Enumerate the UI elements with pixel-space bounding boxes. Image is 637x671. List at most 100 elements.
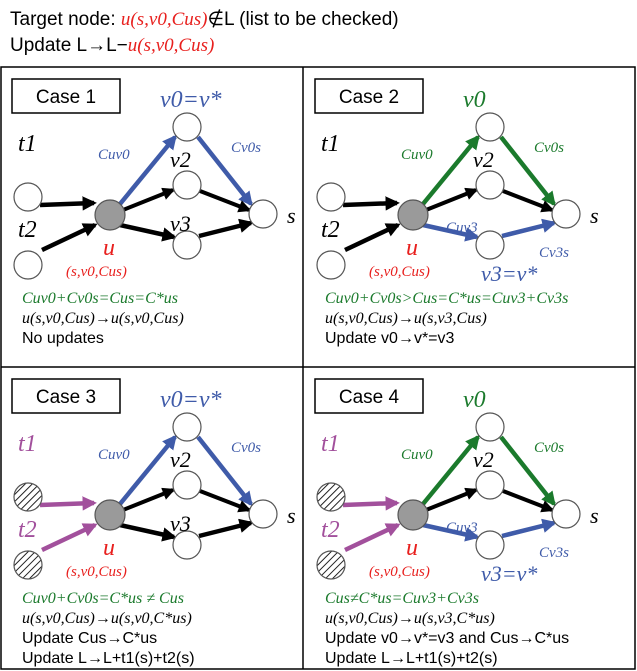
case1-label-cuv0: Cuv0 xyxy=(98,147,130,163)
case4-edge-t2-u xyxy=(344,522,401,553)
case3-edge-u-v3 xyxy=(119,522,177,542)
case2-node-v3 xyxy=(475,230,505,260)
header-target-notin: ∉L (list to be checked) xyxy=(207,9,399,30)
case1-cond-line-3: No updates xyxy=(22,330,104,347)
case3-cond-line-1: Cuv0+Cv0s=C*us ≠ Cus xyxy=(22,590,184,607)
case3-node-v2 xyxy=(172,470,202,500)
case4-cond-line-1: Cus≠C*us=Cuv3+Cv3s xyxy=(325,590,479,607)
case3-node-t1 xyxy=(13,482,43,512)
case3-label-top-node: v0=v* xyxy=(160,387,222,413)
case4-label-cv0s: Cv0s xyxy=(534,440,564,456)
case1-label-cv0s: Cv0s xyxy=(231,140,261,156)
case3-label-bottom-node: v3 xyxy=(170,511,191,536)
case3-label-u: u xyxy=(103,535,115,561)
header-update-node: u(s,v0,Cus) xyxy=(127,35,215,56)
case2-label-cv3s: Cv3s xyxy=(539,245,569,261)
case3-title: Case 3 xyxy=(36,387,96,408)
case2-node-v2 xyxy=(475,170,505,200)
case2-cond-line-1: Cuv0+Cv0s>Cus=C*us=Cuv3+Cv3s xyxy=(325,290,568,307)
case4-node-t2 xyxy=(316,550,346,580)
case3-node-v3 xyxy=(172,530,202,560)
case3-label-s: s xyxy=(287,503,296,528)
case4-title-box xyxy=(314,378,424,414)
case1-node-v2 xyxy=(172,170,202,200)
case1-node-v3 xyxy=(172,230,202,260)
case4-label-cv3s: Cv3s xyxy=(539,545,569,561)
case1-edge-u-v2 xyxy=(122,187,176,212)
case1-label-s: s xyxy=(287,203,296,228)
case2-cond-line-3: Update v0→v*=v3 xyxy=(325,330,455,347)
case4-label-u: u xyxy=(406,535,418,561)
case3-edge-v2-s xyxy=(199,489,252,513)
case1-edge-u-v3 xyxy=(119,222,177,242)
case2-label-u-params: (s,v0,Cus) xyxy=(369,264,430,280)
case2-label-t1: t1 xyxy=(321,131,340,157)
case1-node-s xyxy=(248,199,278,229)
case2-edge-u-v2 xyxy=(425,187,479,212)
case3-node-t2 xyxy=(13,550,43,580)
case1-node-u xyxy=(94,199,126,231)
case1-panel: Case 1 t1 t2 u (s,v0,Cus) v2 s v0=v* v3 Cuv0 Cv0s C… xyxy=(11,78,296,347)
case4-label-t1: t1 xyxy=(321,431,340,457)
case3-edge-v3-s xyxy=(198,518,254,539)
case1-label-top-node: v0=v* xyxy=(160,87,222,113)
case2-node-v0 xyxy=(475,112,505,142)
case1-edge-u-v0 xyxy=(118,134,177,206)
header-line-update: Update L→L−u(s,v0,Cus) xyxy=(10,34,214,58)
case4-panel: Case 4 t1 t2 u (s,v0,Cus) v2 s v0 v3=v* Cuv0 Cv0s C… xyxy=(314,378,599,667)
case4-node-t1 xyxy=(316,482,346,512)
case1-label-u-params: (s,v0,Cus) xyxy=(66,264,127,280)
case2-edge-t2-u xyxy=(344,222,401,253)
case3-node-u xyxy=(94,499,126,531)
case3-label-cuv0: Cuv0 xyxy=(98,447,130,463)
case4-node-v3 xyxy=(475,530,505,560)
case2-node-u xyxy=(397,199,429,231)
case2-label-s: s xyxy=(590,203,599,228)
case4-cond-line-3: Update v0→v*=v3 and Cus→C*us xyxy=(325,630,569,647)
case2-node-t1 xyxy=(316,182,346,212)
case3-node-s xyxy=(248,499,278,529)
case4-label-u-params: (s,v0,Cus) xyxy=(369,564,430,580)
case4-cond-line-2: u(s,v0,Cus)→u(s,v3,C*us) xyxy=(325,610,495,627)
case2-panel: Case 2 t1 t2 u (s,v0,Cus) v2 s v0 v3=v* Cuv0 Cv0s C… xyxy=(314,78,599,347)
case4-edge-u-v2 xyxy=(425,487,479,512)
case2-label-cuv3: Cuv3 xyxy=(446,220,478,236)
case2-title-box xyxy=(314,78,424,114)
case2-title: Case 2 xyxy=(339,87,399,108)
case3-label-v2: v2 xyxy=(170,447,191,472)
case1-label-v2: v2 xyxy=(170,147,191,172)
case4-edge-u-v0 xyxy=(421,434,480,506)
case1-title-box xyxy=(11,78,121,114)
case4-edge-v2-s xyxy=(502,489,555,513)
case3-label-u-params: (s,v0,Cus) xyxy=(66,564,127,580)
case4-label-bottom-node: v3=v* xyxy=(481,561,537,586)
case3-panel: Case 3 t1 t2 u (s,v0,Cus) v2 s v0=v* v3 Cuv0 Cv0s C… xyxy=(11,378,296,667)
case1-cond-line-1: Cuv0+Cv0s=Cus=C*us xyxy=(22,290,178,307)
case4-title: Case 4 xyxy=(339,387,400,408)
grid-frame xyxy=(0,66,636,670)
case1-node-t1 xyxy=(13,182,43,212)
case4-edge-t1-u xyxy=(342,496,400,511)
case1-edge-v2-s xyxy=(199,189,252,213)
case2-label-cuv0: Cuv0 xyxy=(401,147,433,163)
case1-node-v0 xyxy=(172,112,202,142)
case4-label-cuv3: Cuv3 xyxy=(446,520,478,536)
case4-edge-u-v3 xyxy=(422,522,480,542)
case4-node-v0 xyxy=(475,412,505,442)
case4-label-top-node: v0 xyxy=(463,387,486,413)
case4-label-cuv0: Cuv0 xyxy=(401,447,433,463)
case3-edge-u-v0 xyxy=(118,434,177,506)
case1-edge-t2-u xyxy=(41,222,98,253)
case4-label-t2: t2 xyxy=(321,517,340,543)
case4-edge-v3-s xyxy=(501,518,557,539)
case3-cond-line-4: Update L→L+t1(s)+t2(s) xyxy=(22,650,195,667)
case4-node-u xyxy=(397,499,429,531)
case1-node-t2 xyxy=(13,250,43,280)
case2-edge-v3-s xyxy=(501,218,557,239)
case3-cond-line-3: Update Cus→C*us xyxy=(22,630,157,647)
case3-edge-t1-u xyxy=(39,496,97,511)
case2-label-v2: v2 xyxy=(473,147,494,172)
case2-label-u: u xyxy=(406,235,418,261)
case4-node-s xyxy=(551,499,581,529)
